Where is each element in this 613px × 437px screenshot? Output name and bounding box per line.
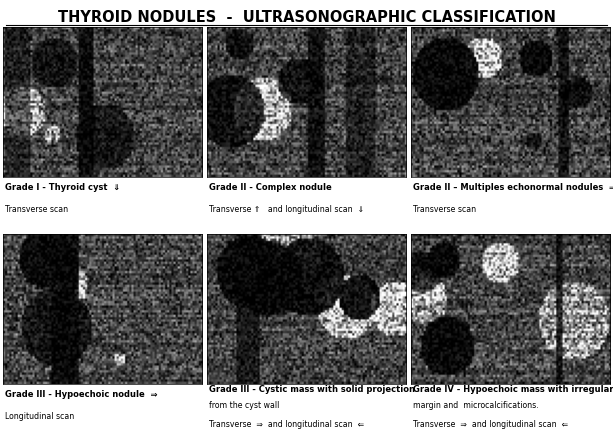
Text: Grade IV - Hypoechoic mass with irregular: Grade IV - Hypoechoic mass with irregula…: [413, 385, 613, 394]
Text: Grade III - Hypoechoic nodule  ⇒: Grade III - Hypoechoic nodule ⇒: [5, 389, 158, 399]
Text: THYROID NODULES  -  ULTRASONOGRAPHIC CLASSIFICATION: THYROID NODULES - ULTRASONOGRAPHIC CLASS…: [58, 10, 555, 24]
Text: Longitudinal scan: Longitudinal scan: [5, 412, 74, 421]
Text: Transverse  ⇒  and longitudinal scan  ⇐: Transverse ⇒ and longitudinal scan ⇐: [413, 420, 568, 429]
Text: Transverse ⇑   and longitudinal scan  ⇓: Transverse ⇑ and longitudinal scan ⇓: [209, 205, 364, 214]
Text: Grade III - Cystic mass with solid projection: Grade III - Cystic mass with solid proje…: [209, 385, 415, 394]
Text: Grade II – Multiples echonormal nodules  ⇒: Grade II – Multiples echonormal nodules …: [413, 183, 613, 192]
Text: Grade II - Complex nodule: Grade II - Complex nodule: [209, 183, 332, 192]
Text: Transverse scan: Transverse scan: [5, 205, 68, 214]
Text: Grade I - Thyroid cyst  ⇓: Grade I - Thyroid cyst ⇓: [5, 183, 120, 192]
Text: Transverse  ⇒  and longitudinal scan  ⇐: Transverse ⇒ and longitudinal scan ⇐: [209, 420, 364, 429]
Text: Transverse scan: Transverse scan: [413, 205, 476, 214]
Text: from the cyst wall: from the cyst wall: [209, 401, 280, 410]
Text: margin and  microcalcifications.: margin and microcalcifications.: [413, 401, 539, 410]
